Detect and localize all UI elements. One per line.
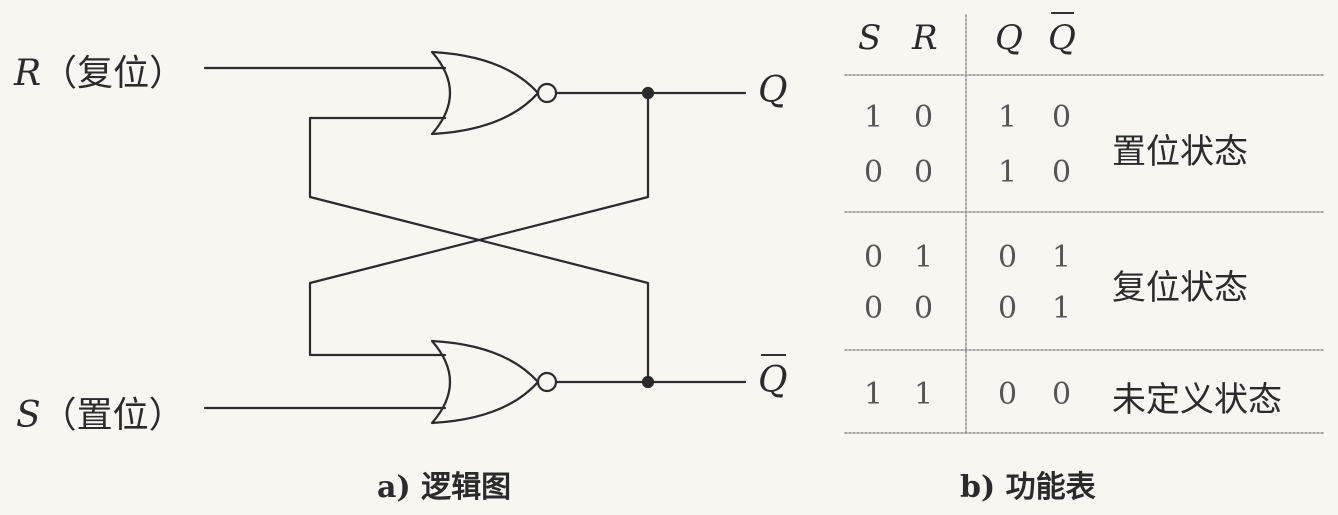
header-qbar: Q <box>1048 12 1076 58</box>
table-cell: 0 <box>864 155 884 190</box>
table-cell: 0 <box>914 155 934 190</box>
table-cell: 0 <box>998 377 1018 412</box>
table-cell: 0 <box>998 240 1018 275</box>
nor-gate-top <box>430 50 558 136</box>
q-output-label: Q <box>758 70 788 111</box>
table-cell: 0 <box>1052 377 1072 412</box>
inverter-bubble-bottom <box>536 371 558 393</box>
table-cell: 1 <box>914 377 934 412</box>
table-cell: 1 <box>864 100 884 135</box>
header-s: S <box>858 18 882 58</box>
table-cell: 1 <box>998 155 1018 190</box>
table-cell: 0 <box>914 100 934 135</box>
header-r: R <box>912 18 938 58</box>
feedback-q-to-bottom-gate <box>308 91 650 357</box>
logic-caption: a) 逻辑图 <box>377 470 512 505</box>
table-cell: 0 <box>1052 100 1072 135</box>
table-cell: 0 <box>914 291 934 326</box>
r-input-label: R（复位） <box>14 53 186 94</box>
s-input-label: S（置位） <box>16 395 185 436</box>
state-reset: 复位状态 <box>1112 268 1248 308</box>
nor-gate-bottom <box>430 339 558 425</box>
table-cell: 1 <box>914 240 934 275</box>
table-cell: 0 <box>864 291 884 326</box>
qbar-output-label: Q <box>758 354 788 401</box>
table-cell: 0 <box>864 240 884 275</box>
state-undefined: 未定义状态 <box>1112 380 1282 420</box>
table-caption: b) 功能表 <box>960 470 1096 505</box>
state-set: 置位状态 <box>1112 132 1248 172</box>
table-cell: 0 <box>998 291 1018 326</box>
table-cell: 1 <box>998 100 1018 135</box>
table-cell: 1 <box>1052 291 1072 326</box>
table-cell: 1 <box>864 377 884 412</box>
inverter-bubble-top <box>536 82 558 104</box>
table-cell: 0 <box>1052 155 1072 190</box>
table-cell: 1 <box>1052 240 1072 275</box>
feedback-qbar-to-top-gate <box>308 116 650 384</box>
header-q: Q <box>995 18 1023 58</box>
